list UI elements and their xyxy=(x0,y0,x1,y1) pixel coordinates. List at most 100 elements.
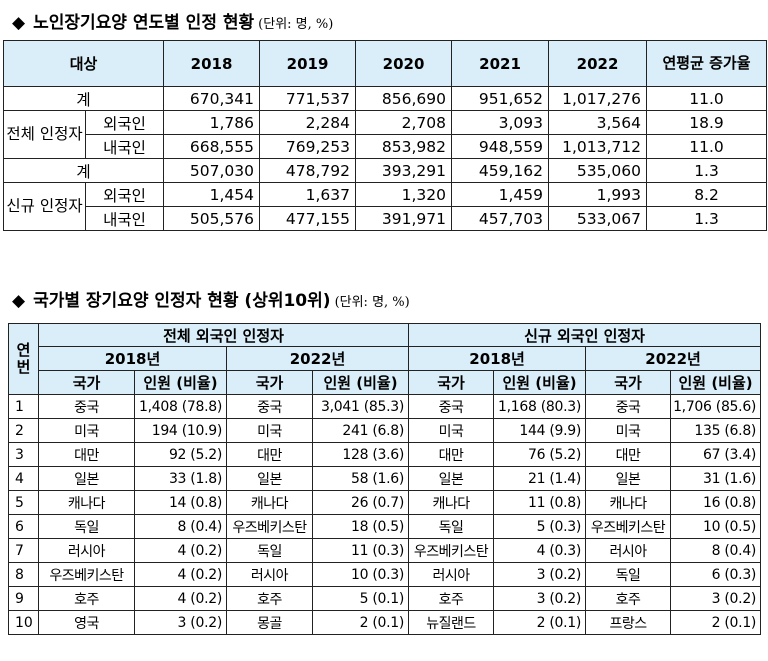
count-cell: 3 (0.2) xyxy=(134,610,227,635)
group-label: 신규 인정자 xyxy=(3,182,86,231)
section1-title: ◆ 노인장기요양 연도별 인정 현황 (단위: 명, %) xyxy=(12,8,333,33)
value-cell: 505,576 xyxy=(163,206,261,231)
country-cell: 독일 xyxy=(408,514,495,539)
table-row: 계 507,030 478,792 393,291 459,162 535,060 1.3 xyxy=(2,158,768,183)
count-cell: 10 (0.3) xyxy=(311,562,410,587)
count-cell: 8 (0.4) xyxy=(670,538,762,563)
country-cell: 캐나다 xyxy=(408,490,495,515)
section2-unit: (단위: 명, %) xyxy=(334,295,410,310)
header-count: 인원 (비율) xyxy=(670,370,762,395)
header-rank-text: 연번 xyxy=(16,341,31,376)
value-cell: 1,786 xyxy=(163,110,261,135)
count-cell: 4 (0.2) xyxy=(134,586,227,611)
value-cell: 3,564 xyxy=(548,110,648,135)
header-rank: 연번 xyxy=(8,323,39,395)
section1-unit: (단위: 명, %) xyxy=(258,17,334,32)
country-cell: 일본 xyxy=(585,466,672,491)
header-country: 국가 xyxy=(408,370,495,395)
country-cell: 미국 xyxy=(226,418,313,443)
country-cell: 일본 xyxy=(226,466,313,491)
country-cell: 독일 xyxy=(38,514,135,539)
header-year-2022: 2022년 xyxy=(225,346,410,371)
value-cell: 391,971 xyxy=(355,206,453,231)
table-row: 내국인 668,555 769,253 853,982 948,559 1,013,712… xyxy=(4,134,768,159)
table-row: 4 일본 33 (1.8) 일본 58 (1.6) 일본 21 (1.4) 일본 31 (1.6… xyxy=(8,466,762,491)
header-country: 국가 xyxy=(38,370,135,395)
country-cell: 호주 xyxy=(585,586,672,611)
count-cell: 1,408 (78.8) xyxy=(134,394,227,419)
header-avg-growth: 연평균 증가율 xyxy=(646,40,768,87)
count-cell: 4 (0.2) xyxy=(134,538,227,563)
country-ranking-table: 연번 전체 외국인 인정자 신규 외국인 인정자 2018년 2022년 201… xyxy=(8,323,762,635)
rank-cell: 8 xyxy=(8,562,39,587)
count-cell: 3 (0.2) xyxy=(670,586,762,611)
rank-cell: 5 xyxy=(8,490,39,515)
avg-growth-cell: 8.2 xyxy=(646,182,768,207)
count-cell: 33 (1.8) xyxy=(134,466,227,491)
count-cell: 76 (5.2) xyxy=(493,442,587,467)
country-cell: 중국 xyxy=(38,394,135,419)
value-cell: 457,703 xyxy=(451,206,550,231)
table-row: 6 독일 8 (0.4) 우즈베키스탄 18 (0.5) 독일 5 (0.3) 우즈베키스탄 1… xyxy=(8,514,762,539)
header-group-new: 신규 외국인 인정자 xyxy=(408,323,762,347)
country-cell: 미국 xyxy=(38,418,135,443)
country-cell: 몽골 xyxy=(226,610,313,635)
count-cell: 11 (0.3) xyxy=(311,538,410,563)
country-cell: 중국 xyxy=(226,394,313,419)
country-cell: 캐나다 xyxy=(38,490,135,515)
country-cell: 독일 xyxy=(585,562,672,587)
country-cell: 우즈베키스탄 xyxy=(408,538,495,563)
yearly-certification-table: 대상 2018 2019 2020 2021 2022 연평균 증가율 계 670… xyxy=(2,40,768,231)
avg-growth-cell: 11.0 xyxy=(646,134,768,159)
count-cell: 5 (0.1) xyxy=(311,586,410,611)
country-cell: 캐나다 xyxy=(226,490,313,515)
value-cell: 478,792 xyxy=(259,158,357,183)
value-cell: 769,253 xyxy=(259,134,357,159)
value-cell: 1,459 xyxy=(451,182,550,207)
country-cell: 뉴질랜드 xyxy=(408,610,495,635)
table-row: 3 대만 92 (5.2) 대만 128 (3.6) 대만 76 (5.2) 대만 67 (3.… xyxy=(8,442,762,467)
table-row: 신규 인정자 외국인 1,454 1,637 1,320 1,459 1,993 8.2 xyxy=(3,182,768,231)
country-cell: 대만 xyxy=(226,442,313,467)
rank-cell: 10 xyxy=(8,610,39,635)
country-cell: 프랑스 xyxy=(585,610,672,635)
count-cell: 11 (0.8) xyxy=(493,490,587,515)
section2-title: ◆ 국가별 장기요양 인정자 현황 (상위10위) (단위: 명, %) xyxy=(12,286,410,311)
value-cell: 856,690 xyxy=(355,86,453,111)
count-cell: 144 (9.9) xyxy=(493,418,587,443)
count-cell: 2 (0.1) xyxy=(311,610,410,635)
header-subject: 대상 xyxy=(2,40,165,87)
country-cell: 러시아 xyxy=(38,538,135,563)
count-cell: 14 (0.8) xyxy=(134,490,227,515)
country-cell: 영국 xyxy=(38,610,135,635)
count-cell: 6 (0.3) xyxy=(670,562,762,587)
country-cell: 러시아 xyxy=(226,562,313,587)
rank-cell: 1 xyxy=(8,394,39,419)
country-cell: 대만 xyxy=(408,442,495,467)
header-group-total: 전체 외국인 인정자 xyxy=(37,323,410,347)
header-year: 2018 xyxy=(163,40,261,87)
count-cell: 3,041 (85.3) xyxy=(311,394,410,419)
rank-cell: 3 xyxy=(8,442,39,467)
group-label: 전체 인정자 xyxy=(3,110,86,159)
header-country: 국가 xyxy=(226,370,313,395)
diamond-bullet-icon: ◆ xyxy=(12,291,26,311)
rank-cell: 4 xyxy=(8,466,39,491)
country-cell: 일본 xyxy=(38,466,135,491)
value-cell: 459,162 xyxy=(451,158,550,183)
count-cell: 8 (0.4) xyxy=(134,514,227,539)
country-cell: 중국 xyxy=(408,394,495,419)
value-cell: 393,291 xyxy=(355,158,453,183)
section2-title-text: 국가별 장기요양 인정자 현황 (상위10위) xyxy=(33,291,331,311)
country-cell: 호주 xyxy=(226,586,313,611)
header-year-2018: 2018년 xyxy=(38,346,227,371)
header-country: 국가 xyxy=(585,370,672,395)
count-cell: 18 (0.5) xyxy=(311,514,410,539)
header-count: 인원 (비율) xyxy=(134,370,227,395)
table-row: 5 캐나다 14 (0.8) 캐나다 26 (0.7) 캐나다 11 (0.8) 캐나다 16 … xyxy=(8,490,762,515)
row-label: 외국인 xyxy=(84,182,165,207)
row-label: 내국인 xyxy=(84,134,165,159)
country-cell: 미국 xyxy=(585,418,672,443)
value-cell: 533,067 xyxy=(548,206,648,231)
value-cell: 2,708 xyxy=(355,110,453,135)
